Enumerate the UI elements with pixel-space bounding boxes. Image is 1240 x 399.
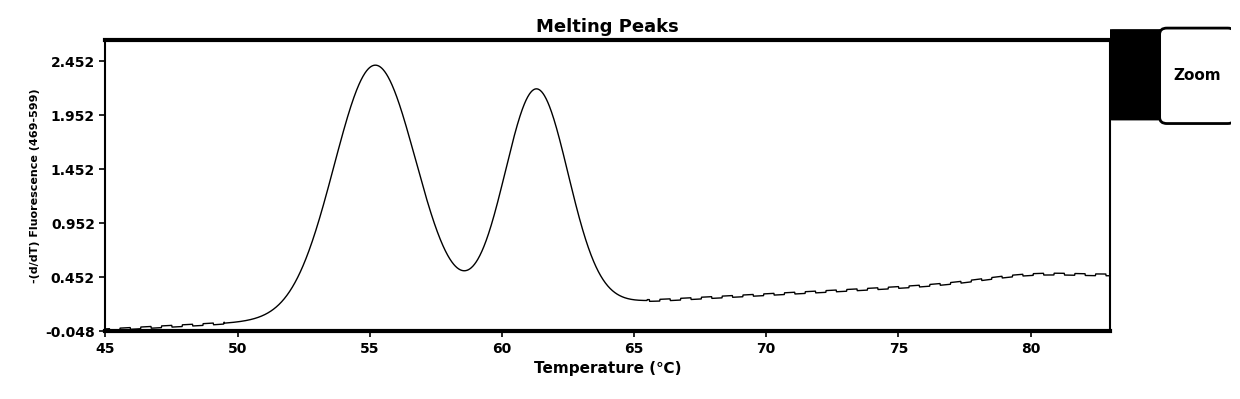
FancyBboxPatch shape bbox=[1159, 28, 1235, 124]
FancyBboxPatch shape bbox=[1102, 29, 1174, 120]
Title: Melting Peaks: Melting Peaks bbox=[536, 18, 680, 36]
Text: Zoom: Zoom bbox=[1173, 68, 1221, 83]
Y-axis label: -(d/dT) Fluorescence (469-599): -(d/dT) Fluorescence (469-599) bbox=[30, 88, 40, 283]
X-axis label: Temperature (℃): Temperature (℃) bbox=[534, 361, 681, 376]
